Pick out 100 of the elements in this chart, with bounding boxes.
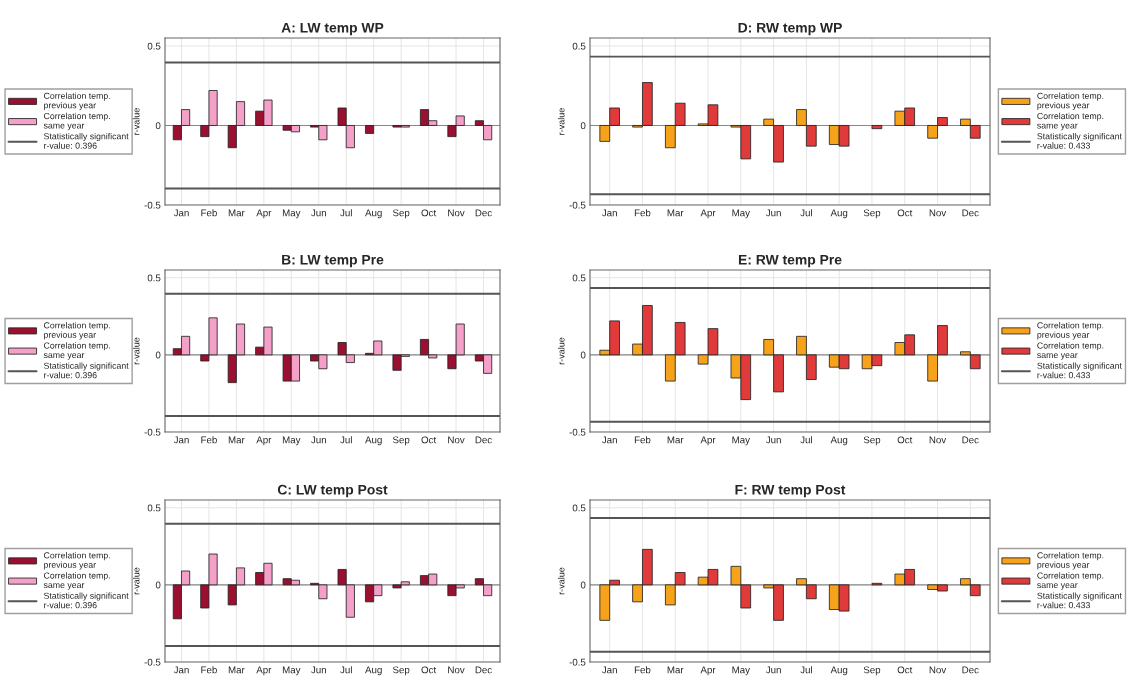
- legend-label: Correlation temp. same year: [43, 342, 110, 360]
- x-tick-label: Jun: [311, 666, 326, 674]
- x-tick-label: Apr: [700, 666, 716, 676]
- x-tick-label: Jan: [173, 209, 189, 217]
- x-tick-label: Jun: [765, 209, 781, 217]
- x-tick-label: Oct: [421, 666, 437, 674]
- legend-label: Statistically significant r-value: 0.433: [1037, 592, 1122, 609]
- x-tick-label: Nov: [448, 209, 465, 217]
- legend-label: Correlation temp. previous year: [1037, 92, 1104, 111]
- x-tick-label: Jan: [173, 666, 189, 674]
- x-tick-label: Jul: [340, 666, 352, 674]
- chart-title: B: LW temp Pre: [282, 254, 384, 268]
- x-tick-label: Feb: [634, 666, 651, 674]
- bar: [871, 125, 883, 130]
- x-tick-label: Jan: [601, 666, 617, 674]
- legend-label: Correlation temp. same year: [43, 112, 110, 131]
- x-tick-label: Jul: [800, 666, 812, 674]
- x-tick-label: May: [732, 209, 750, 219]
- x-tick-label: Aug: [830, 666, 848, 676]
- legend-label: Statistically significant r-value: 0.396: [43, 132, 129, 149]
- legend-label: Correlation temp. previous year: [43, 92, 110, 111]
- x-tick-label: Sep: [863, 436, 881, 446]
- x-tick-label: Feb: [634, 436, 651, 444]
- x-tick-label: Jul: [340, 436, 352, 444]
- x-tick-label: May: [732, 436, 750, 446]
- y-axis-title: r-value: [132, 108, 140, 135]
- y-tick-label: 0: [155, 351, 161, 359]
- y-tick-label: -0.5: [144, 201, 161, 209]
- x-tick-label: Jun: [311, 209, 326, 217]
- x-tick-label: Apr: [700, 436, 716, 446]
- y-tick-label: -0.5: [569, 658, 586, 666]
- x-tick-label: Nov: [448, 666, 465, 674]
- legend-label: Correlation temp. previous year: [1037, 322, 1104, 340]
- x-tick-label: Jul: [800, 436, 812, 444]
- y-tick-label: 0: [155, 122, 161, 130]
- x-tick-label: Feb: [201, 209, 217, 217]
- x-tick-label: Aug: [365, 209, 382, 219]
- legend-label: Correlation temp. previous year: [43, 322, 110, 340]
- x-tick-label: Oct: [421, 209, 437, 217]
- legend-label: Correlation temp. same year: [1037, 342, 1104, 360]
- x-tick-label: Jun: [765, 666, 781, 674]
- legend-label: Statistically significant r-value: 0.433: [1037, 132, 1122, 149]
- x-tick-label: Aug: [830, 436, 848, 446]
- x-tick-label: Jul: [340, 209, 352, 217]
- chart-title: E: RW temp Pre: [738, 254, 842, 268]
- x-tick-label: Oct: [897, 436, 913, 444]
- y-axis-title: r-value: [557, 337, 565, 365]
- x-tick-label: May: [282, 666, 301, 676]
- x-tick-label: Mar: [228, 666, 245, 674]
- legend-label: Statistically significant r-value: 0.433: [1037, 362, 1122, 379]
- x-tick-label: Sep: [392, 666, 410, 676]
- x-tick-label: Dec: [475, 209, 492, 217]
- y-tick-label: -0.5: [144, 658, 161, 666]
- x-tick-label: Mar: [228, 209, 245, 217]
- legend-label: Correlation temp. same year: [43, 572, 110, 590]
- chart-title: D: RW temp WP: [738, 22, 842, 36]
- x-tick-label: Jul: [800, 209, 812, 217]
- x-tick-label: Feb: [634, 209, 651, 217]
- y-tick-label: 0.5: [147, 42, 161, 50]
- x-tick-label: Feb: [201, 436, 217, 444]
- y-tick-label: 0.5: [572, 274, 586, 282]
- y-axis-title: r-value: [132, 567, 140, 595]
- x-tick-label: Aug: [365, 666, 382, 676]
- x-tick-label: Jan: [601, 436, 617, 444]
- x-tick-label: May: [732, 666, 750, 676]
- x-tick-label: Mar: [667, 209, 684, 217]
- y-tick-label: 0.5: [572, 42, 586, 50]
- y-tick-label: -0.5: [569, 201, 586, 209]
- y-tick-label: 0: [580, 122, 586, 130]
- y-tick-label: 0.5: [147, 504, 161, 512]
- x-tick-label: Jun: [765, 436, 781, 444]
- y-axis-title: r-value: [557, 108, 565, 135]
- x-tick-label: Apr: [256, 666, 272, 676]
- y-tick-label: 0: [580, 581, 586, 589]
- y-tick-label: -0.5: [569, 428, 586, 436]
- x-tick-label: May: [282, 209, 301, 219]
- x-tick-label: Nov: [929, 436, 947, 444]
- legend-label: Statistically significant r-value: 0.396: [43, 362, 129, 379]
- legend-label: Statistically significant r-value: 0.396: [43, 592, 129, 609]
- x-tick-label: Dec: [475, 666, 492, 674]
- chart-title: A: LW temp WP: [281, 22, 384, 36]
- x-tick-label: Mar: [667, 436, 684, 444]
- x-tick-label: Sep: [392, 436, 410, 446]
- x-tick-label: May: [282, 436, 301, 446]
- legend-label: Correlation temp. previous year: [1037, 552, 1104, 570]
- x-tick-label: Apr: [256, 436, 272, 446]
- x-tick-label: Aug: [365, 436, 382, 446]
- x-tick-label: Oct: [421, 436, 437, 444]
- x-tick-label: Nov: [929, 209, 947, 217]
- chart-title: F: RW temp Post: [735, 484, 846, 498]
- x-tick-label: Aug: [830, 209, 848, 219]
- x-tick-label: Jan: [173, 436, 189, 444]
- y-tick-label: 0.5: [147, 274, 161, 282]
- y-tick-label: 0: [155, 581, 161, 589]
- x-tick-label: Mar: [667, 666, 684, 674]
- x-tick-label: Oct: [897, 209, 913, 217]
- x-tick-label: Jun: [311, 436, 326, 444]
- y-tick-label: -0.5: [144, 428, 161, 436]
- x-tick-label: Dec: [962, 209, 979, 217]
- x-tick-label: Nov: [448, 436, 465, 444]
